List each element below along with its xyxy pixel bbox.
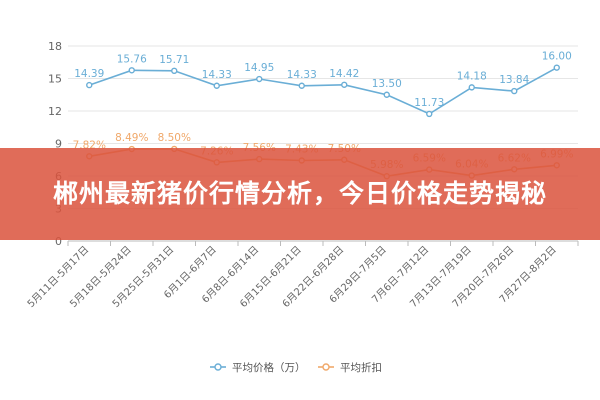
legend-label: 平均折扣 [340, 361, 382, 374]
data-label: 8.50% [158, 132, 191, 144]
data-point [86, 81, 93, 89]
data-point [341, 81, 348, 88]
data-point [468, 84, 475, 91]
legend[interactable]: 平均价格（万） 平均折扣 [210, 361, 382, 374]
y-tick-label: 15 [48, 73, 62, 86]
data-label: 14.33 [202, 69, 232, 81]
data-label: 14.42 [329, 68, 359, 80]
data-label: 13.84 [499, 74, 529, 86]
data-point [128, 67, 135, 74]
data-point [213, 82, 220, 89]
data-point [298, 82, 305, 89]
legend-marker [322, 363, 330, 371]
page-title: 郴州最新猪价行情分析，今日价格走势揭秘 [52, 179, 547, 208]
legend-label: 平均价格（万） [232, 361, 306, 374]
legend-item[interactable]: 平均折扣 [318, 361, 382, 374]
data-label: 16.00 [542, 51, 572, 63]
legend-marker [214, 363, 222, 371]
data-point [426, 110, 433, 118]
title-banner: 郴州最新猪价行情分析，今日价格走势揭秘 [0, 148, 600, 240]
data-label: 14.39 [74, 68, 104, 80]
data-label: 15.71 [159, 54, 189, 66]
data-label: 14.18 [457, 70, 487, 82]
y-tick-label: 0 [55, 235, 62, 248]
data-label: 13.50 [372, 78, 402, 90]
data-point [171, 67, 178, 75]
data-label: 11.73 [414, 97, 444, 109]
data-point [383, 91, 390, 98]
data-label: 8.49% [115, 132, 148, 144]
data-point [511, 87, 518, 95]
data-label: 14.95 [244, 62, 274, 74]
y-tick-label: 9 [55, 138, 62, 151]
data-point [553, 64, 560, 71]
legend-item[interactable]: 平均价格（万） [210, 361, 306, 374]
y-tick-label: 12 [48, 105, 62, 118]
data-label: 15.76 [117, 53, 147, 65]
y-tick-label: 18 [48, 40, 62, 53]
series-line-1 [89, 66, 558, 115]
data-label: 14.33 [287, 69, 317, 81]
data-point [256, 75, 263, 83]
